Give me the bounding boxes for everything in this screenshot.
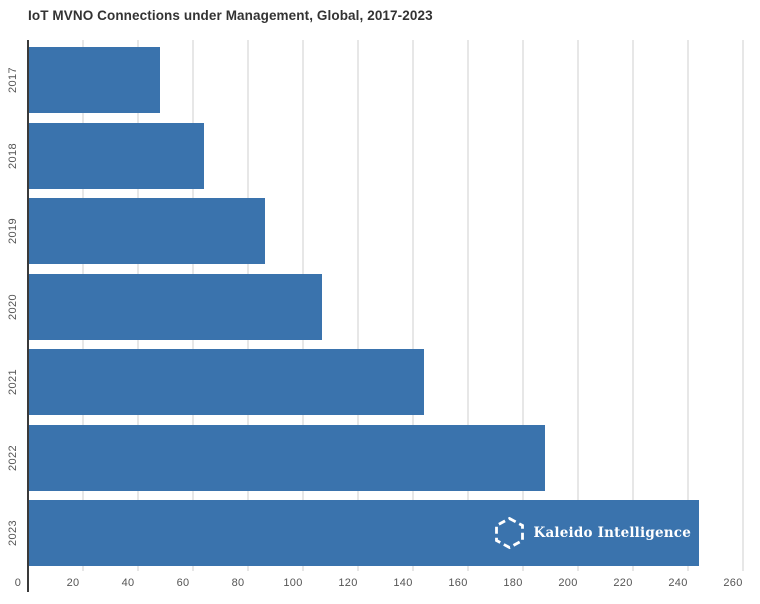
gridline-180 <box>522 40 524 571</box>
x-axis-label-60: 60 <box>176 577 190 589</box>
bar-row-2022: 2022 <box>7 424 743 491</box>
x-axis-label-140: 140 <box>393 577 413 589</box>
gridline-240 <box>687 40 689 571</box>
x-axis-label-20: 20 <box>66 577 80 589</box>
gridline-120 <box>357 40 359 571</box>
y-axis-label-2021: 2021 <box>7 368 20 396</box>
bar-2018 <box>28 122 204 189</box>
y-axis-label-2020: 2020 <box>7 293 20 320</box>
y-axis-label-2022: 2022 <box>7 444 20 471</box>
gridline-160 <box>467 40 469 571</box>
y-axis-line <box>27 40 29 592</box>
y-axis-label-2017: 2017 <box>7 66 20 94</box>
x-axis-label-80: 80 <box>231 577 245 589</box>
bars: 2017 2018 2019 2020 2021 2022 2023 Kaleido Int… <box>7 40 743 571</box>
bar-2017 <box>28 47 160 113</box>
bar-row-2021: 2021 <box>7 349 743 415</box>
bar-2022 <box>28 424 545 491</box>
bar-2023: Kaleido Intelligence <box>28 500 699 566</box>
gridline-140 <box>412 40 414 571</box>
logo-text: Kaleido Intelligence <box>533 525 691 541</box>
x-axis-label-120: 120 <box>338 577 358 589</box>
y-axis-label-2023: 2023 <box>7 519 20 547</box>
gridline-200 <box>577 40 579 571</box>
bar-row-2023: 2023 Kaleido Intelligence <box>7 500 743 566</box>
bar-row-2020: 2020 <box>7 273 743 340</box>
plot-area: 2017 2018 2019 2020 2021 2022 2023 Kaleido Int… <box>7 40 744 592</box>
x-axis-label-40: 40 <box>121 577 135 589</box>
x-axis-label-100: 100 <box>283 577 303 589</box>
chart-title: IoT MVNO Connections under Management, G… <box>28 8 433 23</box>
y-axis-label-2018: 2018 <box>7 142 20 169</box>
x-axis-label-160: 160 <box>448 577 468 589</box>
x-axis-label-0: 0 <box>14 577 22 589</box>
bar-2019 <box>28 198 265 264</box>
x-axis-label-220: 220 <box>613 577 633 589</box>
gridline-220 <box>632 40 634 571</box>
y-axis-label-2019: 2019 <box>7 217 20 245</box>
hexagon-icon <box>494 516 524 550</box>
gridline-260 <box>742 40 744 571</box>
kaleido-logo: Kaleido Intelligence <box>494 516 691 550</box>
bar-row-2018: 2018 <box>7 122 743 189</box>
x-axis-label-260: 260 <box>723 577 743 589</box>
x-axis-labels: 0 20 40 60 80 100 120 140 160 180 200 220 240 260 <box>15 577 743 593</box>
x-axis-label-200: 200 <box>558 577 578 589</box>
bar-row-2019: 2019 <box>7 198 743 264</box>
bar-row-2017: 2017 <box>7 47 743 113</box>
x-axis-label-180: 180 <box>503 577 523 589</box>
bar-2021 <box>28 349 424 415</box>
bar-2020 <box>28 273 323 340</box>
x-axis-label-240: 240 <box>668 577 688 589</box>
